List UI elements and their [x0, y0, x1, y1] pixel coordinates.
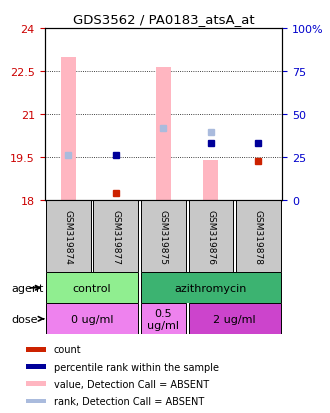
Text: value, Detection Call = ABSENT: value, Detection Call = ABSENT [53, 379, 209, 389]
Text: count: count [53, 344, 81, 355]
Bar [26, 347, 46, 352]
Text: agent: agent [11, 283, 44, 293]
Text: GSM319874: GSM319874 [64, 209, 73, 264]
Text: azithromycin: azithromycin [175, 283, 247, 293]
Bar [93, 200, 138, 273]
Bar [141, 273, 281, 304]
Text: 0.5
ug/ml: 0.5 ug/ml [148, 308, 179, 330]
Bar [156, 67, 171, 200]
Bar [46, 200, 91, 273]
Text: rank, Detection Call = ABSENT: rank, Detection Call = ABSENT [53, 396, 204, 406]
Bar [46, 304, 138, 335]
Bar [46, 273, 138, 304]
Bar [61, 57, 76, 200]
Title: GDS3562 / PA0183_atsA_at: GDS3562 / PA0183_atsA_at [73, 13, 254, 26]
Text: control: control [73, 283, 112, 293]
Bar [203, 161, 218, 200]
Bar [141, 304, 186, 335]
Bar [26, 381, 46, 386]
Text: percentile rank within the sample: percentile rank within the sample [53, 362, 218, 372]
Bar [188, 304, 281, 335]
Bar [26, 365, 46, 369]
Bar [188, 200, 233, 273]
Bar [141, 200, 186, 273]
Bar [26, 399, 46, 403]
Text: 2 ug/ml: 2 ug/ml [213, 314, 256, 324]
Text: GSM319878: GSM319878 [254, 209, 263, 264]
Text: 0 ug/ml: 0 ug/ml [71, 314, 113, 324]
Text: GSM319877: GSM319877 [111, 209, 120, 264]
Text: GSM319876: GSM319876 [206, 209, 215, 264]
Bar [236, 200, 281, 273]
Text: GSM319875: GSM319875 [159, 209, 168, 264]
Text: dose: dose [11, 314, 44, 324]
